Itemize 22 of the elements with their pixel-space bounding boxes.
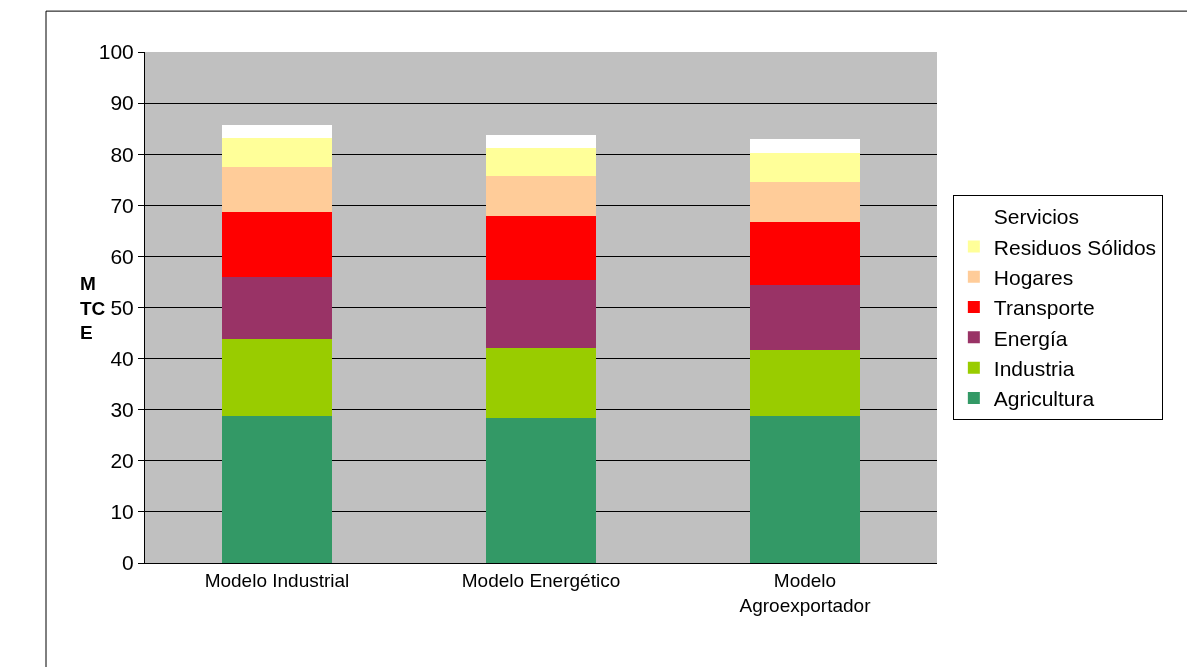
y-tick-label: 90: [110, 91, 134, 115]
y-tick-label: 0: [122, 551, 134, 575]
legend-label: Transporte: [993, 296, 1095, 320]
x-tick-label: Modelo Energético: [461, 569, 621, 591]
y-tick-label: 60: [110, 244, 134, 268]
legend-label: Residuos Sólidos: [993, 235, 1157, 259]
x-tick-label: Modelo Industrial: [204, 569, 350, 591]
y-tick-label: 70: [110, 193, 134, 217]
y-tick-label: 80: [110, 142, 134, 166]
legend-label: Agricultura: [993, 387, 1095, 411]
y-tick-label: 50: [110, 295, 134, 319]
y-axis-title: MTCE: [80, 273, 106, 344]
y-tick-label: 40: [110, 346, 134, 370]
y-tick-label: 10: [110, 500, 134, 524]
legend-label: Hogares: [993, 265, 1074, 289]
legend-label: Energía: [993, 326, 1068, 350]
y-tick-label: 100: [98, 40, 134, 64]
y-tick-label: 30: [110, 398, 134, 422]
x-tick-label: Modelo Agroexportador: [739, 569, 872, 616]
y-tick-label: 20: [110, 449, 134, 473]
legend-label: Industria: [993, 356, 1075, 380]
text: Servicios: [993, 205, 1080, 229]
